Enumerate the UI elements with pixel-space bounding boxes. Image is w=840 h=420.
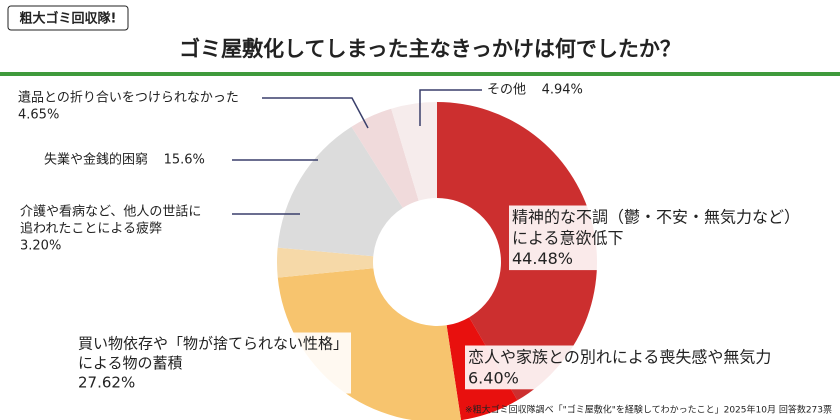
title-rule	[0, 72, 840, 76]
value-label: 6.40%	[468, 368, 519, 387]
label-background	[509, 205, 804, 271]
value-label: 27.62%	[78, 374, 135, 392]
category-label: 恋人や家族との別れによる喪失感や無気力	[468, 348, 771, 367]
slice	[277, 247, 374, 278]
logo-box	[7, 5, 129, 31]
category-label: 買い物依存や「物が捨てられない性格」	[78, 335, 348, 353]
label-background	[75, 332, 352, 394]
value-label: 44.48%	[512, 249, 573, 268]
label-background	[15, 88, 242, 125]
category-label: 介護や看病など、他人の世話に	[20, 204, 201, 220]
labels: 精神的な不調（鬱・不安・無気力など）による意欲低下 44.48% 恋人や家族との別れ…	[15, 80, 804, 394]
category-label: 遺品との折り合いをつけられなかった	[18, 91, 239, 106]
source-note: ※粗大ゴミ回収隊調べ「"ゴミ屋敷化"を経験してわかったこと」2025年10月 回…	[465, 404, 832, 416]
label-background	[484, 80, 586, 100]
category-label: その他	[487, 83, 526, 98]
logo: 粗大ゴミ回収隊!	[20, 11, 117, 27]
leader-line	[419, 89, 482, 126]
label: 精神的な不調（鬱・不安・無気力など）による意欲低下 44.48%	[509, 205, 804, 271]
value-label: 15.6%	[164, 153, 205, 168]
category-label: による意欲低下	[512, 228, 624, 247]
leader-line	[262, 97, 369, 129]
label-background	[465, 345, 775, 390]
label-background	[41, 149, 208, 170]
label-background	[17, 201, 205, 256]
category-label: 追われたことによる疲弊	[20, 220, 162, 236]
slice	[277, 268, 462, 420]
slice	[351, 108, 419, 208]
value-label: 4.65%	[18, 107, 59, 122]
label: 買い物依存や「物が捨てられない性格」による物の蓄積 27.62%	[75, 332, 352, 394]
category-label: 失業や金銭的困窮	[44, 152, 148, 168]
chart-title: ゴミ屋敷化してしまった主なきっかけは何でしたか？	[179, 37, 681, 61]
label: その他 4.94%	[419, 80, 586, 126]
value-label: 3.20%	[20, 238, 61, 253]
slice	[391, 102, 437, 201]
category-label: による物の蓄積	[78, 354, 183, 372]
label: 失業や金銭的困窮 15.6%	[41, 149, 318, 170]
category-label: 精神的な不調（鬱・不安・無気力など）	[512, 208, 800, 227]
slice	[277, 126, 403, 257]
value-label: 4.94%	[542, 83, 583, 98]
